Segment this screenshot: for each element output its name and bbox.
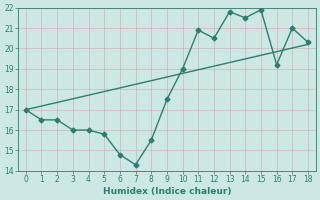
X-axis label: Humidex (Indice chaleur): Humidex (Indice chaleur) <box>103 187 231 196</box>
